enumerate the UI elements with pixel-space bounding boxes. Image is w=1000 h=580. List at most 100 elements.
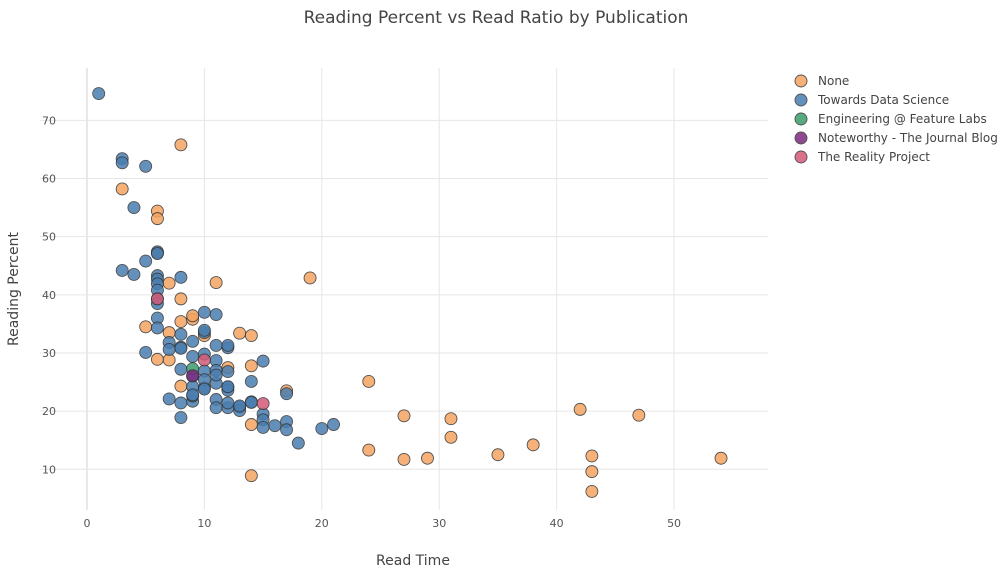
data-point[interactable]: [174, 138, 188, 152]
data-point[interactable]: [139, 320, 153, 334]
data-point[interactable]: [174, 362, 188, 376]
data-point[interactable]: [244, 395, 258, 409]
data-point[interactable]: [197, 305, 211, 319]
legend-label: None: [818, 74, 849, 88]
data-point[interactable]: [186, 350, 200, 363]
data-point[interactable]: [174, 292, 188, 306]
series-0: [115, 138, 728, 498]
series-3: [186, 369, 200, 383]
data-point[interactable]: [174, 396, 188, 410]
data-point[interactable]: [150, 292, 164, 306]
data-point[interactable]: [397, 409, 411, 423]
data-point[interactable]: [127, 201, 141, 215]
data-point[interactable]: [280, 423, 294, 437]
data-point[interactable]: [315, 422, 329, 436]
x-axis-title: Read Time: [376, 553, 450, 569]
data-point[interactable]: [150, 212, 164, 226]
data-point[interactable]: [174, 341, 188, 355]
y-tick-label: 40: [42, 289, 56, 302]
x-tick-label: 20: [315, 517, 329, 530]
legend[interactable]: None Towards Data Science Engineering @ Fe…: [794, 74, 998, 164]
data-point[interactable]: [714, 451, 728, 465]
data-point[interactable]: [174, 411, 188, 424]
legend-label: Towards Data Science: [817, 93, 949, 107]
data-point[interactable]: [256, 420, 270, 434]
data-point[interactable]: [221, 338, 235, 352]
data-point[interactable]: [585, 449, 599, 463]
data-point[interactable]: [115, 156, 129, 170]
data-point[interactable]: [209, 338, 223, 352]
x-axis-ticks: 0 10 20 30 40 50: [83, 517, 681, 530]
data-point[interactable]: [632, 408, 646, 422]
data-point[interactable]: [585, 465, 599, 479]
data-point[interactable]: [115, 263, 129, 277]
data-point[interactable]: [303, 271, 317, 285]
data-point[interactable]: [291, 436, 305, 450]
data-point[interactable]: [174, 327, 188, 341]
data-point[interactable]: [150, 321, 164, 335]
data-point[interactable]: [491, 448, 505, 462]
legend-item[interactable]: The Reality Project: [794, 150, 930, 164]
grid-lines: [40, 68, 768, 510]
data-point[interactable]: [256, 397, 270, 411]
y-tick-label: 70: [42, 114, 56, 127]
data-point[interactable]: [209, 276, 223, 290]
data-point[interactable]: [139, 345, 153, 359]
data-point[interactable]: [127, 268, 141, 281]
legend-item[interactable]: Noteworthy - The Journal Blog: [794, 131, 998, 145]
legend-item[interactable]: Towards Data Science: [794, 93, 949, 107]
legend-label: The Reality Project: [817, 150, 930, 164]
data-point[interactable]: [197, 353, 211, 367]
data-point[interactable]: [186, 369, 200, 383]
data-point[interactable]: [92, 87, 106, 101]
data-point[interactable]: [526, 438, 540, 452]
legend-item[interactable]: None: [794, 74, 849, 88]
data-point[interactable]: [221, 365, 235, 379]
data-point[interactable]: [209, 308, 223, 322]
data-point[interactable]: [244, 329, 258, 342]
data-point[interactable]: [233, 399, 247, 413]
data-point[interactable]: [150, 352, 164, 366]
data-point[interactable]: [244, 418, 258, 431]
data-point[interactable]: [174, 379, 188, 393]
data-point[interactable]: [221, 396, 235, 410]
data-point[interactable]: [327, 418, 340, 431]
data-point[interactable]: [221, 380, 235, 394]
data-point[interactable]: [186, 388, 200, 402]
data-point[interactable]: [139, 159, 153, 173]
data-point[interactable]: [268, 419, 282, 433]
data-point[interactable]: [280, 387, 294, 401]
data-point[interactable]: [244, 469, 258, 483]
data-point[interactable]: [197, 323, 211, 337]
data-point[interactable]: [362, 375, 376, 388]
data-point[interactable]: [162, 343, 176, 356]
legend-label: Noteworthy - The Journal Blog: [818, 131, 998, 145]
data-point[interactable]: [573, 402, 587, 416]
data-point[interactable]: [362, 443, 376, 457]
data-point[interactable]: [233, 326, 247, 340]
data-point[interactable]: [244, 359, 258, 373]
data-point[interactable]: [444, 430, 458, 444]
data-point[interactable]: [174, 270, 188, 284]
data-point[interactable]: [444, 412, 458, 426]
data-point[interactable]: [209, 368, 223, 382]
data-point[interactable]: [421, 451, 434, 465]
data-point[interactable]: [139, 254, 153, 268]
y-tick-label: 50: [42, 231, 56, 244]
data-point[interactable]: [397, 452, 411, 466]
data-point[interactable]: [585, 484, 599, 498]
legend-item[interactable]: Engineering @ Feature Labs: [794, 112, 987, 126]
data-point[interactable]: [186, 309, 200, 323]
data-point[interactable]: [162, 392, 176, 406]
legend-label: Engineering @ Feature Labs: [818, 112, 987, 126]
data-point[interactable]: [256, 354, 270, 368]
data-point[interactable]: [197, 382, 211, 396]
data-point[interactable]: [150, 247, 164, 260]
data-point[interactable]: [174, 315, 188, 329]
data-point[interactable]: [115, 182, 129, 196]
data-point[interactable]: [162, 276, 176, 290]
data-point[interactable]: [209, 401, 223, 415]
data-point[interactable]: [244, 375, 258, 388]
data-point[interactable]: [186, 334, 200, 348]
